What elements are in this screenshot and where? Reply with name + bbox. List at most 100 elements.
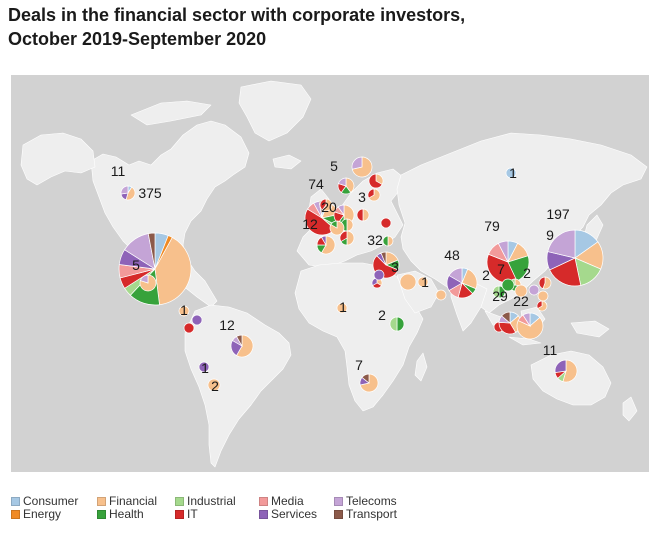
pie-marker-canada[interactable]: [120, 185, 136, 201]
pie-slice-financial: [236, 334, 254, 358]
pie-slice-it: [367, 188, 375, 199]
pie-slice-financial: [321, 235, 336, 255]
chart-title-line-2: October 2019-September 2020: [8, 29, 267, 49]
pie-marker-australia[interactable]: [554, 359, 578, 383]
pie-slice-telecoms: [139, 274, 149, 284]
pie-marker-ecuador[interactable]: [183, 322, 195, 334]
pie-slice-financial: [125, 186, 136, 201]
pie-marker-balkans[interactable]: [382, 235, 394, 247]
pie-slice-services: [198, 361, 210, 373]
deal-count-label-turkey: 32: [367, 232, 383, 248]
legend-swatch: [259, 509, 268, 519]
pie-marker-brazil[interactable]: [230, 334, 254, 358]
pie-marker-poland[interactable]: [356, 208, 370, 222]
pie-slice-services: [191, 314, 203, 326]
legend-item-energy: Energy: [11, 507, 61, 521]
pie-marker-india[interactable]: [446, 267, 478, 299]
pie-marker-korea[interactable]: [538, 276, 552, 290]
pie-marker-egypt[interactable]: [373, 269, 385, 281]
deal-markers[interactable]: [118, 156, 604, 393]
pie-slice-transport: [236, 334, 243, 348]
pie-marker-france[interactable]: [316, 235, 336, 255]
deal-count-label-taiwan: 2: [523, 265, 531, 281]
deal-count-label-usa: 375: [138, 185, 162, 201]
chart-title: Deals in the financial sector with corpo…: [8, 3, 608, 51]
pie-slice-financial: [178, 305, 190, 317]
legend-item-telecoms: Telecoms: [334, 494, 397, 508]
legend-swatch: [11, 509, 20, 519]
chart-title-line-1: Deals in the financial sector with corpo…: [8, 5, 466, 25]
pie-marker-south-africa[interactable]: [359, 373, 379, 393]
pie-marker-japan[interactable]: [546, 229, 604, 287]
pie-marker-central-america[interactable]: [178, 305, 190, 317]
pie-marker-china[interactable]: [486, 240, 530, 284]
pie-marker-singapore[interactable]: [536, 300, 548, 312]
deal-count-label-australia: 11: [543, 342, 558, 358]
legend-swatch: [259, 496, 268, 506]
pie-marker-mexico[interactable]: [139, 274, 157, 292]
pie-slice-financial: [345, 177, 355, 193]
pie-slice-consumer: [505, 167, 517, 179]
pie-marker-nordics[interactable]: [337, 177, 355, 195]
pie-marker-saudi[interactable]: [399, 273, 417, 291]
legend-item-services: Services: [259, 507, 317, 521]
arctic-islands: [130, 100, 212, 126]
pie-slice-financial: [537, 290, 549, 302]
pie-marker-usa[interactable]: [118, 232, 192, 306]
pie-slice-telecoms: [337, 177, 347, 187]
pie-marker-uae[interactable]: [417, 276, 429, 288]
deal-count-label-russia: 1: [509, 165, 517, 181]
new-zealand: [622, 396, 638, 422]
legend-item-industrial: Industrial: [175, 494, 236, 508]
pie-marker-spain[interactable]: [339, 230, 355, 246]
pie-marker-colombia[interactable]: [191, 314, 203, 326]
pie-slice-telecoms: [448, 267, 463, 284]
pie-slice-telecoms: [497, 240, 509, 263]
legend-label: Energy: [23, 507, 62, 521]
legend-swatch: [175, 496, 184, 506]
pie-marker-baltics[interactable]: [368, 173, 384, 189]
pie-slice-health: [382, 235, 389, 247]
pie-slice-telecoms: [522, 312, 531, 328]
pie-slice-transport: [147, 232, 156, 270]
deal-count-label-india: 48: [444, 247, 460, 263]
pie-slice-industrial: [389, 316, 398, 332]
pie-marker-netherlands[interactable]: [319, 198, 333, 212]
pie-slice-financial: [362, 208, 370, 222]
pie-slice-it: [356, 208, 364, 222]
pie-marker-finland[interactable]: [351, 156, 373, 178]
pie-marker-ukraine[interactable]: [380, 217, 392, 229]
deal-count-label-israel: 3: [391, 259, 399, 275]
pie-marker-chile[interactable]: [198, 361, 210, 373]
deal-count-label-nigeria: 1: [339, 299, 347, 315]
pie-marker-switzerland[interactable]: [329, 220, 345, 236]
legend-swatch: [334, 509, 343, 519]
pie-marker-austria[interactable]: [367, 188, 381, 202]
pie-marker-taiwan[interactable]: [537, 290, 549, 302]
legend-item-consumer: Consumer: [11, 494, 78, 508]
pie-marker-russia[interactable]: [505, 167, 517, 179]
legend-swatch: [11, 496, 20, 506]
pie-marker-indonesia[interactable]: [516, 312, 544, 340]
pie-slice-financial: [514, 284, 528, 298]
pie-slice-financial: [542, 276, 552, 290]
deal-count-label-nordics: 5: [330, 158, 338, 174]
pie-marker-kenya[interactable]: [389, 316, 405, 332]
pie-marker-nigeria[interactable]: [336, 302, 348, 314]
pie-marker-vietnam[interactable]: [528, 284, 540, 296]
new-guinea: [570, 320, 610, 338]
pie-marker-pakistan[interactable]: [435, 289, 447, 301]
deal-count-label-chile: 1: [201, 360, 209, 376]
pie-marker-argentina[interactable]: [207, 378, 221, 392]
pie-marker-myanmar[interactable]: [501, 278, 515, 292]
deal-count-label-china: 79: [484, 218, 500, 234]
deal-count-label-mexico: 5: [132, 257, 140, 273]
pie-slice-services: [321, 235, 327, 247]
pie-slice-telecoms: [337, 204, 345, 217]
pie-slice-it: [319, 198, 327, 211]
deal-count-label-japan: 197: [546, 206, 570, 222]
pie-slice-financial: [336, 302, 348, 314]
pie-marker-thailand[interactable]: [514, 284, 528, 298]
